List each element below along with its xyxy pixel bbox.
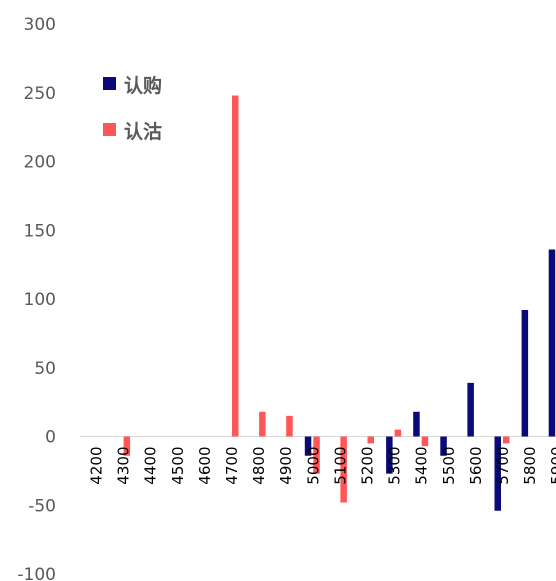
x-tick-label: 5000 bbox=[304, 447, 322, 485]
legend-label-call: 认购 bbox=[124, 74, 162, 97]
bar-put-4800 bbox=[259, 411, 266, 437]
x-tick-label: 5400 bbox=[413, 447, 431, 485]
x-tick-label: 5200 bbox=[359, 447, 377, 485]
bar-put-5700 bbox=[503, 436, 510, 444]
x-tick-label: 4300 bbox=[115, 447, 133, 485]
bar-put-4700 bbox=[232, 95, 239, 437]
y-tick-label: 0 bbox=[45, 428, 56, 448]
bar-put-5400 bbox=[421, 436, 429, 447]
bar-call-5500 bbox=[440, 436, 447, 456]
bar-call-5300 bbox=[386, 436, 393, 474]
bars bbox=[123, 95, 556, 511]
bar-call-5000 bbox=[304, 436, 312, 456]
bar-put-5200 bbox=[367, 436, 374, 444]
legend-swatch-call bbox=[103, 77, 116, 90]
y-tick-label: 100 bbox=[24, 290, 56, 310]
y-tick-label: -50 bbox=[28, 496, 56, 516]
x-tick-label: 5500 bbox=[440, 447, 458, 485]
legend-label-put: 认沽 bbox=[124, 120, 162, 143]
y-tick-label: 250 bbox=[24, 84, 56, 104]
bar-call-5700 bbox=[494, 436, 501, 511]
x-tick-label: 5900 bbox=[548, 447, 556, 485]
x-tick-label: 4700 bbox=[223, 447, 241, 485]
legend-swatch-put bbox=[103, 123, 116, 136]
y-tick-label: -100 bbox=[17, 565, 56, 581]
x-tick-label: 4600 bbox=[196, 447, 214, 485]
bar-call-5800 bbox=[521, 310, 529, 437]
bar-put-4900 bbox=[286, 415, 293, 437]
x-axis-ticks: 4200 4300 4400 4500 4600 4700 4800 4900 5000 5100… bbox=[88, 447, 556, 485]
x-tick-label: 5700 bbox=[494, 447, 512, 485]
x-tick-label: 4400 bbox=[142, 447, 160, 485]
x-tick-label: 5800 bbox=[521, 447, 539, 485]
legend: 认购 认沽 bbox=[103, 74, 162, 143]
x-tick-label: 5300 bbox=[386, 447, 404, 485]
y-tick-label: 200 bbox=[24, 153, 56, 173]
x-tick-label: 4500 bbox=[169, 447, 187, 485]
bar-call-5900 bbox=[548, 249, 556, 437]
bar-call-5600 bbox=[467, 382, 474, 437]
y-tick-label: 50 bbox=[34, 359, 56, 379]
x-tick-label: 5600 bbox=[467, 447, 485, 485]
bar-put-5100 bbox=[340, 436, 347, 503]
x-tick-label: 5100 bbox=[331, 447, 349, 485]
x-tick-label: 4200 bbox=[88, 447, 106, 485]
bar-call-5400 bbox=[413, 411, 420, 437]
bar-put-5000 bbox=[313, 436, 320, 474]
bar-put-5300 bbox=[394, 429, 402, 437]
x-tick-label: 4900 bbox=[277, 447, 295, 485]
y-tick-label: 300 bbox=[24, 15, 56, 35]
bar-put-4300 bbox=[123, 436, 131, 456]
y-tick-label: 150 bbox=[24, 221, 56, 241]
y-axis-ticks: 300 250 200 150 100 50 0 -50 -100 bbox=[17, 15, 56, 581]
x-tick-label: 4800 bbox=[250, 447, 268, 485]
